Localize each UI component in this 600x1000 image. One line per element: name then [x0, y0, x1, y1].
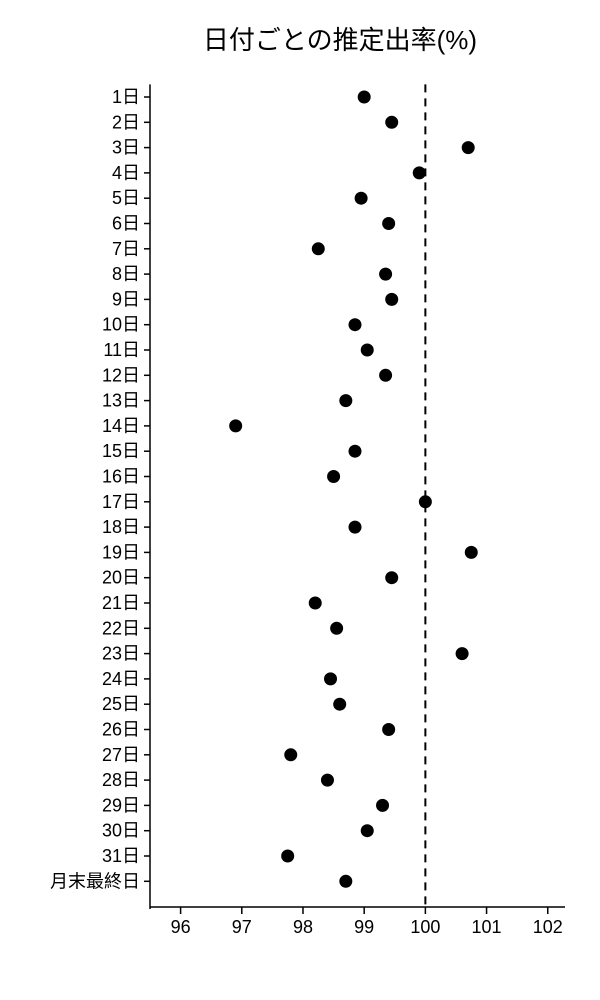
data-point [456, 647, 469, 660]
data-point [321, 774, 334, 787]
y-axis-label: 22日 [102, 618, 140, 638]
y-axis-label: 26日 [102, 720, 140, 740]
y-axis-label: 24日 [102, 669, 140, 689]
y-axis-label: 28日 [102, 770, 140, 790]
y-axis-label: 7日 [112, 239, 140, 259]
data-point [330, 622, 343, 635]
y-axis-label: 3日 [112, 138, 140, 158]
plot-area: 1日 2日 3日 4日 5日 6日 7日 8日 9日 10日 11日 12日 13日 14日 15日 16日 1… [0, 67, 600, 947]
y-axis-label: 20日 [102, 568, 140, 588]
y-axis-label: 8日 [112, 264, 140, 284]
y-axis-label: 11日 [103, 340, 140, 360]
data-point [339, 875, 352, 888]
data-point [339, 394, 352, 407]
y-axis-label: 23日 [102, 644, 140, 664]
data-point [385, 571, 398, 584]
data-point [413, 166, 426, 179]
data-point [309, 597, 322, 610]
x-axis-label: 102 [533, 917, 563, 937]
y-axis-label: 30日 [102, 821, 140, 841]
y-axis-label: 29日 [102, 795, 140, 815]
y-axis-label: 2日 [112, 112, 140, 132]
y-axis-label: 25日 [102, 694, 140, 714]
y-axis-label: 10日 [102, 315, 140, 335]
x-axis-label: 98 [293, 917, 313, 937]
data-point [379, 369, 392, 382]
data-point [382, 217, 395, 230]
data-point [349, 318, 362, 331]
data-point [358, 91, 371, 104]
data-point [284, 748, 297, 761]
data-point [361, 824, 374, 837]
data-point [312, 242, 325, 255]
chart-title: 日付ごとの推定出率(%) [0, 20, 600, 57]
data-point [465, 546, 478, 559]
y-axis-label: 18日 [102, 517, 140, 537]
x-axis-label: 101 [472, 917, 502, 937]
data-point [324, 672, 337, 685]
data-point [382, 723, 395, 736]
data-point [419, 495, 432, 508]
y-axis-label: 17日 [102, 492, 140, 512]
x-axis-label: 99 [354, 917, 374, 937]
y-axis-label: 16日 [102, 467, 140, 487]
data-point [327, 470, 340, 483]
y-axis-label: 6日 [112, 214, 140, 234]
y-axis-label: 27日 [102, 745, 140, 765]
y-axis-label: 14日 [102, 416, 140, 436]
data-point [355, 192, 368, 205]
data-point [229, 419, 242, 432]
data-point [333, 698, 346, 711]
y-axis-label: 9日 [112, 289, 140, 309]
data-point [281, 850, 294, 863]
chart-container: 日付ごとの推定出率(%) 1日 2日 3日 4日 5日 6日 7日 8日 9日 10日 11日 12日… [0, 20, 600, 980]
y-axis-label: 19日 [102, 542, 140, 562]
x-axis-label: 96 [171, 917, 191, 937]
data-point [385, 293, 398, 306]
y-axis-label: 15日 [102, 441, 140, 461]
data-point [361, 344, 374, 357]
data-point [376, 799, 389, 812]
y-axis-label: 5日 [112, 188, 140, 208]
y-axis-label: 4日 [112, 163, 140, 183]
y-axis-label: 12日 [102, 365, 140, 385]
chart-svg: 1日 2日 3日 4日 5日 6日 7日 8日 9日 10日 11日 12日 13日 14日 15日 16日 1… [0, 67, 600, 947]
data-point [385, 116, 398, 129]
data-point [349, 521, 362, 534]
data-point [462, 141, 475, 154]
x-axis-label: 100 [410, 917, 440, 937]
y-axis-label: 1日 [112, 87, 140, 107]
y-axis-label: 21日 [102, 593, 140, 613]
y-axis-label: 31日 [102, 846, 140, 866]
y-axis-label: 月末最終日 [50, 871, 140, 891]
data-point [349, 445, 362, 458]
y-axis-label: 13日 [102, 391, 140, 411]
x-axis-label: 97 [232, 917, 252, 937]
data-point [379, 268, 392, 281]
